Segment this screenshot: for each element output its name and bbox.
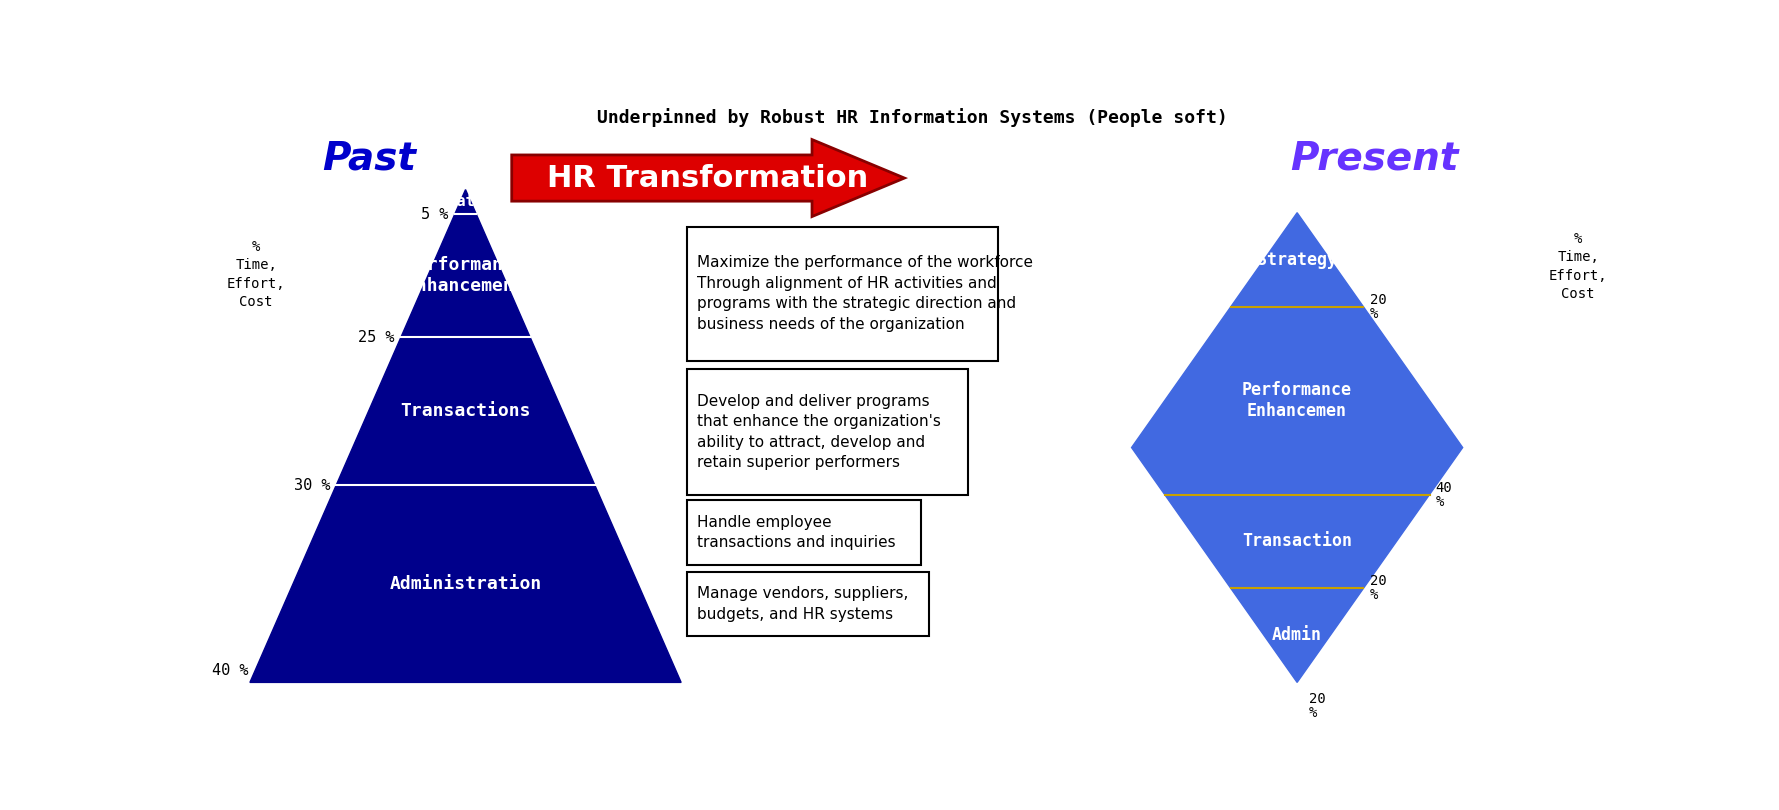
Text: Past: Past (322, 139, 416, 177)
Text: 30 %: 30 % (294, 478, 329, 492)
Polygon shape (1131, 213, 1462, 682)
Text: Transaction: Transaction (1242, 532, 1352, 551)
Text: Develop and deliver programs
that enhance the organization's
ability to attract,: Develop and deliver programs that enhanc… (697, 394, 941, 471)
Text: Performance
Enhancement: Performance Enhancement (406, 257, 525, 295)
FancyBboxPatch shape (687, 369, 968, 495)
Text: 20
%: 20 % (1309, 692, 1325, 719)
Text: Admin: Admin (1272, 626, 1322, 645)
Text: HR Transformation: HR Transformation (548, 164, 868, 193)
Text: 5 %: 5 % (422, 207, 448, 222)
FancyBboxPatch shape (687, 500, 922, 565)
FancyBboxPatch shape (687, 572, 929, 636)
Text: Performance
Enhancemen: Performance Enhancemen (1242, 382, 1352, 420)
Text: Strategy: Strategy (1258, 250, 1338, 269)
Text: 40 %: 40 % (212, 663, 249, 678)
Text: Underpinned by Robust HR Information Systems (People soft): Underpinned by Robust HR Information Sys… (596, 108, 1228, 127)
FancyBboxPatch shape (687, 227, 998, 360)
Polygon shape (249, 190, 681, 682)
Text: 40
%: 40 % (1436, 480, 1452, 509)
Text: %
Time,
Effort,
Cost: % Time, Effort, Cost (1550, 232, 1608, 301)
Text: Transactions: Transactions (400, 403, 530, 420)
Text: Handle employee
transactions and inquiries: Handle employee transactions and inquiri… (697, 514, 895, 550)
Text: Strategy: Strategy (429, 194, 502, 210)
Text: Present: Present (1290, 139, 1459, 177)
Text: %
Time,
Effort,
Cost: % Time, Effort, Cost (226, 240, 285, 309)
Text: 20
%: 20 % (1370, 292, 1386, 321)
Text: Maximize the performance of the workforce
Through alignment of HR activities and: Maximize the performance of the workforc… (697, 255, 1032, 331)
Text: 25 %: 25 % (358, 330, 395, 345)
Text: 20
%: 20 % (1370, 574, 1386, 603)
Text: Manage vendors, suppliers,
budgets, and HR systems: Manage vendors, suppliers, budgets, and … (697, 586, 907, 621)
Polygon shape (512, 139, 904, 216)
Text: Administration: Administration (390, 575, 541, 593)
